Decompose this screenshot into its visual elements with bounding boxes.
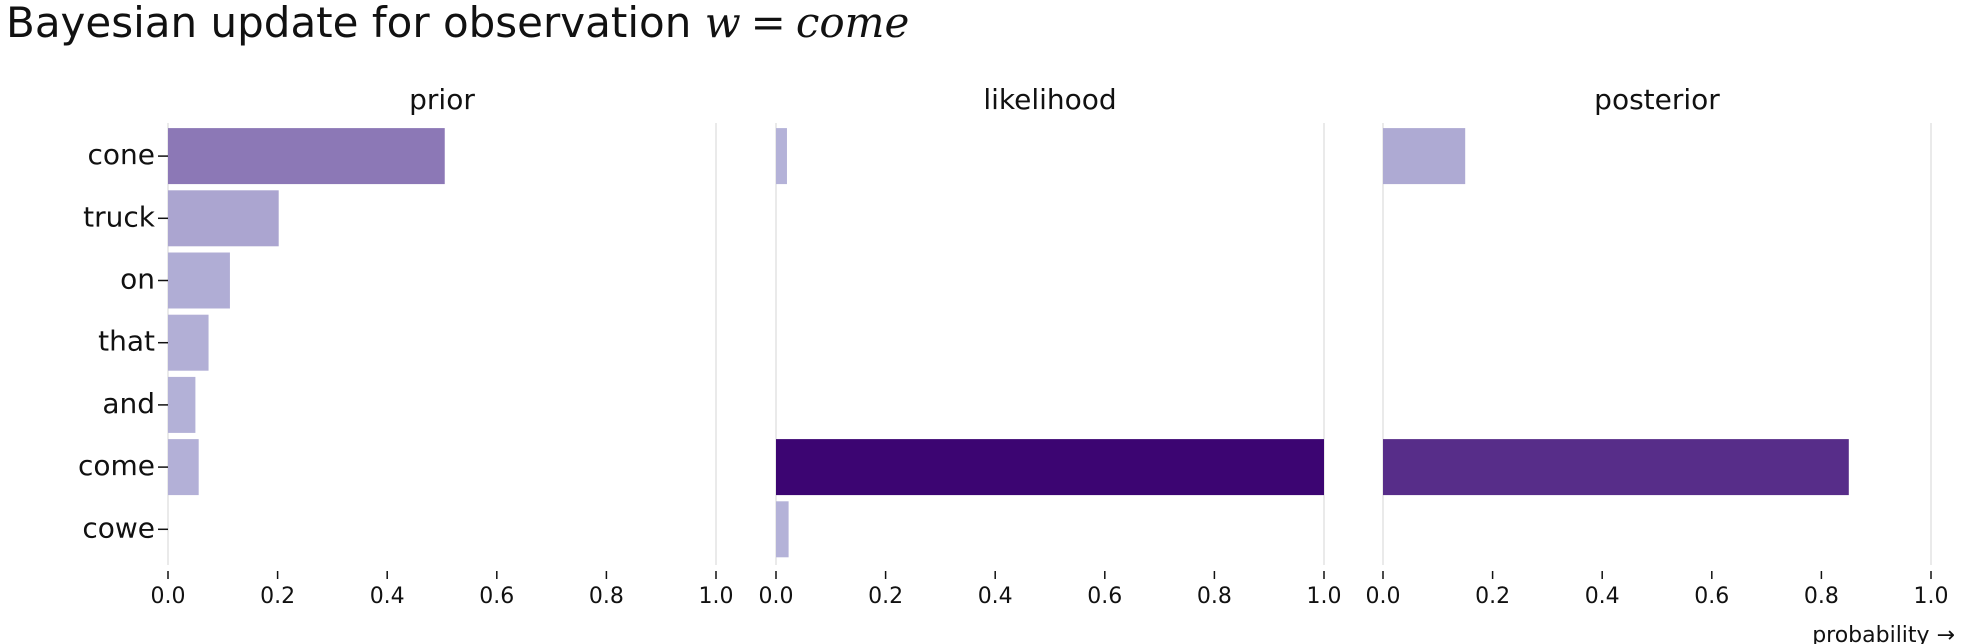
chart-title-value: come (795, 0, 910, 47)
posterior-panel-title: posterior (1594, 83, 1720, 116)
posterior-x-tick-label-3: 0.6 (1694, 584, 1729, 609)
posterior-x-tick-label-5: 1.0 (1914, 584, 1949, 609)
prior-bar-truck (168, 190, 279, 247)
prior-panel-title: prior (409, 83, 475, 116)
prior-x-tick-label-0: 0.0 (151, 584, 186, 609)
posterior-bar-come (1383, 439, 1849, 496)
y-tick-label-and: and (102, 387, 155, 420)
likelihood-bar-come (776, 439, 1324, 496)
y-tick-label-truck: truck (83, 200, 156, 233)
chart-title-text: Bayesian update for observation (6, 0, 692, 47)
likelihood-bar-cone (776, 128, 787, 185)
chart-title: Bayesian update for observation w = come (6, 0, 909, 50)
likelihood-x-tick-label-1: 0.2 (868, 584, 903, 609)
prior-bar-on (168, 252, 230, 309)
y-tick-label-cone: cone (88, 138, 156, 171)
likelihood-x-tick-label-2: 0.4 (978, 584, 1013, 609)
likelihood-x-tick-label-4: 0.8 (1197, 584, 1232, 609)
posterior-x-tick-label-4: 0.8 (1804, 584, 1839, 609)
likelihood-x-tick-label-0: 0.0 (759, 584, 794, 609)
posterior-bar-cone (1383, 128, 1466, 185)
likelihood-bar-cowe (776, 501, 789, 558)
prior-x-tick-label-2: 0.4 (370, 584, 405, 609)
chart-title-variable: w (704, 0, 741, 47)
prior-bar-cone (168, 128, 445, 185)
prior-bar-come (168, 439, 199, 496)
y-tick-label-on: on (120, 263, 155, 296)
y-tick-label-cowe: cowe (82, 511, 155, 544)
likelihood-x-tick-label-5: 1.0 (1307, 584, 1342, 609)
likelihood-x-tick-label-3: 0.6 (1087, 584, 1122, 609)
posterior-x-tick-label-1: 0.2 (1475, 584, 1510, 609)
chart-title-equals: = (750, 0, 786, 47)
y-tick-label-that: that (98, 325, 155, 358)
prior-x-tick-label-5: 1.0 (699, 584, 734, 609)
likelihood-panel-title: likelihood (983, 83, 1116, 116)
prior-x-tick-label-1: 0.2 (260, 584, 295, 609)
y-tick-label-come: come (78, 449, 155, 482)
x-axis-label: probability → (1812, 623, 1955, 644)
prior-x-tick-label-3: 0.6 (479, 584, 514, 609)
posterior-x-tick-label-2: 0.4 (1585, 584, 1620, 609)
prior-bar-and (168, 376, 196, 433)
posterior-x-tick-label-0: 0.0 (1366, 584, 1401, 609)
prior-bar-that (168, 314, 209, 371)
prior-x-tick-label-4: 0.8 (589, 584, 624, 609)
